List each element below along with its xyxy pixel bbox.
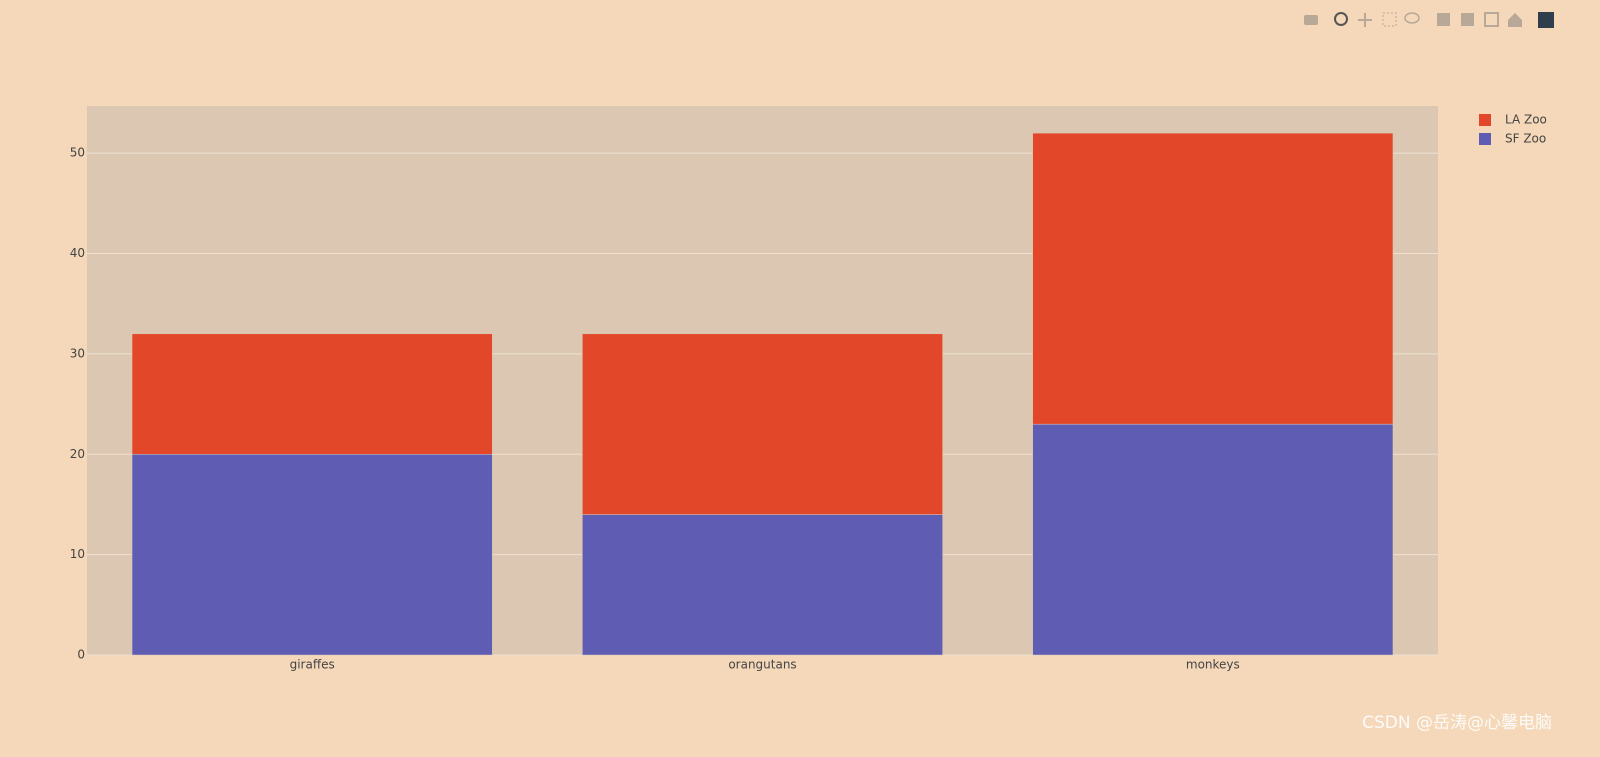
autoscale-icon[interactable] [1484, 12, 1499, 27]
y-tick-label: 10 [70, 547, 85, 561]
lasso-icon[interactable] [1404, 12, 1420, 24]
toolbar[interactable] [1304, 12, 1554, 28]
camera-icon[interactable] [1304, 15, 1318, 25]
y-tick-label: 0 [77, 648, 85, 662]
pan-icon[interactable] [1358, 13, 1372, 27]
bar [131, 333, 493, 455]
bar [582, 333, 943, 515]
x-tick-label: monkeys [1186, 658, 1240, 672]
legend-swatch [1479, 114, 1491, 126]
legend-swatch [1479, 133, 1491, 145]
x-tick-label: orangutans [728, 658, 796, 672]
y-tick-label: 40 [70, 246, 85, 260]
zoom-out-icon[interactable] [1461, 13, 1474, 26]
x-tick-label: giraffes [290, 658, 335, 672]
legend-label: LA Zoo [1505, 113, 1547, 127]
zoom-in-icon[interactable] [1437, 13, 1450, 26]
plotly-logo[interactable] [1538, 12, 1554, 28]
bar [1032, 132, 1394, 425]
bar [131, 454, 493, 656]
y-tick-label: 30 [70, 346, 85, 360]
watermark: CSDN @岳涛@心馨电脑 [1362, 713, 1552, 733]
zoom-icon[interactable] [1334, 12, 1348, 26]
y-tick-label: 20 [70, 447, 85, 461]
y-tick-label: 50 [70, 146, 85, 160]
bar [1032, 423, 1394, 656]
legend-label: SF Zoo [1505, 132, 1546, 146]
reset-icon[interactable] [1508, 13, 1522, 27]
bar [582, 514, 943, 656]
select-icon[interactable] [1382, 12, 1397, 27]
